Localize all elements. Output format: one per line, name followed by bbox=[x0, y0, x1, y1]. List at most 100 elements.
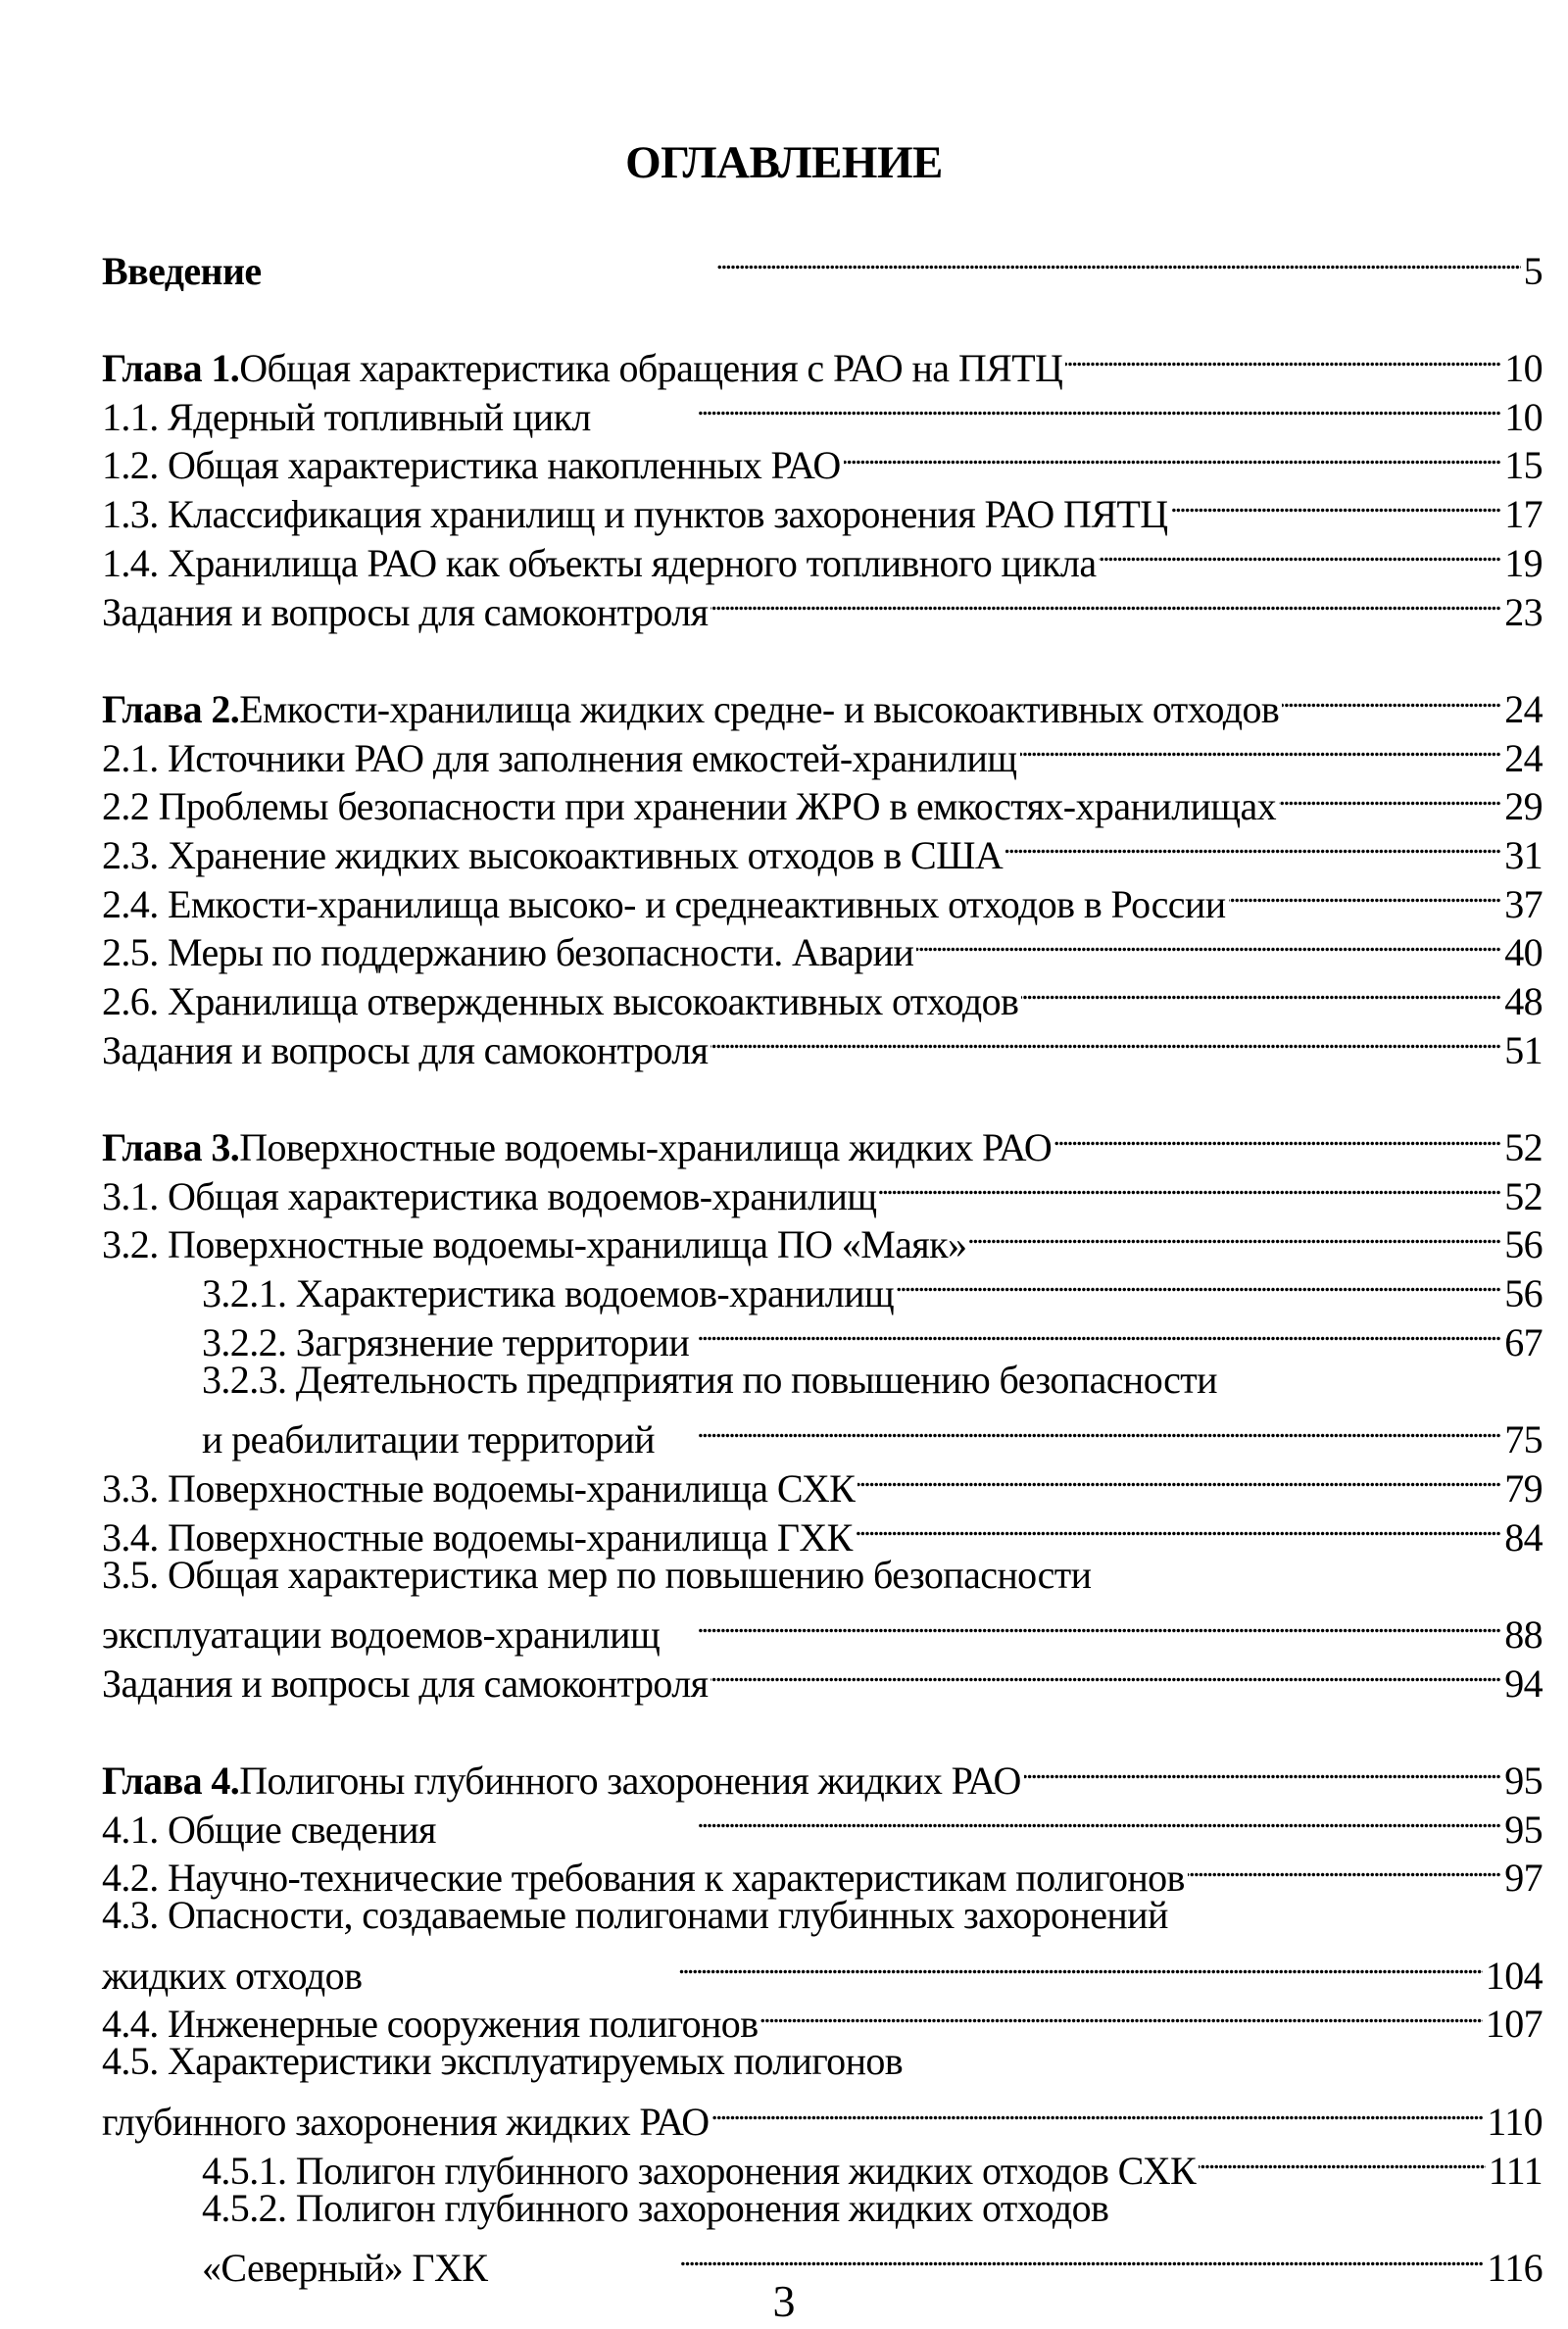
entry-title: 3.1. Общая характеристика водоемов-храни… bbox=[102, 1173, 877, 1218]
entry-page: 5 bbox=[1523, 248, 1544, 293]
entry-title: 2.3. Хранение жидких высокоактивных отхо… bbox=[102, 832, 1004, 877]
dot-leader bbox=[1021, 966, 1501, 1015]
dot-leader bbox=[490, 2232, 1484, 2281]
toc-entry[interactable]: Задания и вопросы для самоконтроля 23 bbox=[102, 576, 1544, 634]
entry-page: 111 bbox=[1488, 2148, 1544, 2193]
entry-label-bold: Глава 4. bbox=[102, 1759, 240, 1803]
entry-page: 79 bbox=[1504, 1465, 1543, 1511]
dot-leader bbox=[365, 1940, 1483, 1989]
dot-leader bbox=[760, 1989, 1482, 2038]
toc-entry[interactable]: Задания и вопросы для самоконтроля 51 bbox=[102, 1015, 1544, 1072]
page-title: ОГЛАВЛЕНИЕ bbox=[625, 137, 943, 188]
entry-page: 24 bbox=[1504, 735, 1543, 780]
dot-leader bbox=[1171, 478, 1502, 527]
dot-leader bbox=[1279, 771, 1501, 820]
toc-entry[interactable]: 3.4. Поверхностные водоемы-хранилища ГХК… bbox=[102, 1502, 1544, 1560]
dot-leader bbox=[916, 917, 1501, 966]
toc-entry[interactable]: 4.5.1. Полигон глубинного захоронения жи… bbox=[102, 2135, 1544, 2193]
entry-page: 23 bbox=[1504, 589, 1543, 634]
entry-page: 52 bbox=[1504, 1125, 1543, 1170]
dot-leader bbox=[1054, 1112, 1501, 1161]
toc-entry[interactable]: 2.6. Хранилища отвержденных высокоактивн… bbox=[102, 966, 1544, 1023]
toc-entry[interactable]: 4.2. Научно-технические требования к хар… bbox=[102, 1843, 1544, 1901]
table-of-contents: Введение 5 Глава 1. Общая характеристика о… bbox=[102, 235, 1544, 2290]
toc-entry[interactable]: «Северный» ГХК 116 bbox=[102, 2232, 1544, 2290]
entry-title: 3.4. Поверхностные водоемы-хранилища ГХК bbox=[102, 1514, 853, 1560]
entry-page: 95 bbox=[1504, 1759, 1543, 1803]
entry-title: эксплуатации водоемов-хранилищ bbox=[102, 1611, 661, 1657]
toc-entry[interactable]: 4.4. Инженерные сооружения полигонов 107 bbox=[102, 1989, 1544, 2047]
toc-entry[interactable]: глубинного захоронения жидких РАО 110 bbox=[102, 2086, 1544, 2144]
dot-leader bbox=[710, 576, 1501, 625]
toc-entry[interactable]: 4.1. Общие сведения 95 bbox=[102, 1794, 1544, 1852]
toc-entry[interactable]: 1.2. Общая характеристика накопленных РА… bbox=[102, 430, 1544, 488]
entry-title: 3.2. Поверхностные водоемы-хранилища ПО … bbox=[102, 1222, 967, 1267]
entry-title: Задания и вопросы для самоконтроля bbox=[102, 589, 709, 634]
toc-entry[interactable]: 2.1. Источники РАО для заполнения емкост… bbox=[102, 722, 1544, 780]
toc-entry[interactable]: 1.3. Классификация хранилищ и пунктов за… bbox=[102, 478, 1544, 536]
toc-entry[interactable]: 4.3. Опасности, создаваемые полигонами г… bbox=[102, 1891, 1543, 1940]
entry-page: 104 bbox=[1485, 1953, 1544, 1998]
toc-entry[interactable]: жидких отходов 104 bbox=[102, 1940, 1544, 1998]
entry-title: 4.5.2. Полигон глубинного захоронения жи… bbox=[202, 2185, 1109, 2230]
dot-leader bbox=[1020, 722, 1502, 771]
toc-entry[interactable]: 1.1. Ядерный топливный цикл 10 bbox=[102, 381, 1544, 439]
entry-page: 10 bbox=[1504, 346, 1543, 391]
entry-page: 95 bbox=[1504, 1807, 1543, 1852]
toc-entry[interactable]: 2.3. Хранение жидких высокоактивных отхо… bbox=[102, 819, 1544, 877]
dot-leader bbox=[879, 1161, 1501, 1210]
entry-title: глубинного захоронения жидких РАО bbox=[102, 2099, 710, 2144]
toc-entry[interactable]: и реабилитации территорий 75 bbox=[102, 1405, 1544, 1462]
dot-leader bbox=[897, 1258, 1501, 1307]
entry-page: 24 bbox=[1504, 686, 1543, 731]
entry-page: 97 bbox=[1504, 1856, 1543, 1901]
toc-entry[interactable]: Задания и вопросы для самоконтроля 94 bbox=[102, 1648, 1544, 1706]
entry-title: «Северный» ГХК bbox=[202, 2245, 488, 2290]
toc-entry[interactable]: Глава 4. Полигоны глубинного захоронения… bbox=[102, 1745, 1544, 1803]
toc-entry[interactable]: 3.2. Поверхностные водоемы-хранилища ПО … bbox=[102, 1210, 1544, 1267]
dot-leader bbox=[1005, 819, 1501, 868]
entry-page: 31 bbox=[1504, 832, 1543, 877]
toc-entry[interactable]: 3.2.3. Деятельность предприятия по повыш… bbox=[102, 1356, 1543, 1405]
dot-leader bbox=[969, 1210, 1501, 1259]
entry-page: 17 bbox=[1504, 492, 1543, 537]
toc-entry[interactable]: Глава 1. Общая характеристика обращения … bbox=[102, 332, 1544, 390]
toc-entry[interactable]: Глава 3. Поверхностные водоемы-хранилища… bbox=[102, 1112, 1544, 1169]
toc-entry[interactable]: 3.5. Общая характеристика мер по повышен… bbox=[102, 1551, 1543, 1600]
spacer bbox=[102, 284, 1543, 333]
entry-title: 4.5. Характеристики эксплуатируемых поли… bbox=[102, 2039, 904, 2084]
entry-title: 1.1. Ядерный топливный цикл bbox=[102, 394, 591, 439]
entry-title: 2.1. Источники РАО для заполнения емкост… bbox=[102, 735, 1017, 780]
dot-leader bbox=[1229, 868, 1502, 917]
toc-entry[interactable]: эксплуатации водоемов-хранилищ 88 bbox=[102, 1599, 1544, 1657]
entry-page: 116 bbox=[1487, 2245, 1543, 2290]
toc-entry[interactable]: 4.5.2. Полигон глубинного захоронения жи… bbox=[102, 2184, 1543, 2233]
entry-title: 2.5. Меры по поддержанию безопасности. А… bbox=[102, 930, 914, 975]
entry-page: 84 bbox=[1504, 1514, 1543, 1560]
dot-leader bbox=[1024, 1745, 1501, 1794]
entry-title: 4.3. Опасности, создаваемые полигонами г… bbox=[102, 1893, 1168, 1938]
entry-page: 94 bbox=[1504, 1660, 1543, 1706]
dot-leader bbox=[856, 1502, 1501, 1551]
toc-entry[interactable]: Глава 2. Емкости-хранилища жидких средне… bbox=[102, 673, 1544, 731]
entry-title: 4.1. Общие сведения bbox=[102, 1807, 436, 1852]
entry-title: жидких отходов bbox=[102, 1953, 363, 1998]
dot-leader bbox=[658, 1405, 1501, 1454]
toc-entry[interactable]: 3.2.2. Загрязнение территории 67 bbox=[102, 1307, 1544, 1364]
entry-title: 3.3. Поверхностные водоемы-хранилища СХК bbox=[102, 1465, 856, 1511]
entry-title: 3.5. Общая характеристика мер по повышен… bbox=[102, 1552, 1092, 1597]
dot-leader bbox=[1099, 527, 1501, 576]
dot-leader bbox=[1199, 2135, 1486, 2184]
entry-title: 1.3. Классификация хранилищ и пунктов за… bbox=[102, 492, 1168, 537]
dot-leader bbox=[710, 1015, 1501, 1064]
entry-title: Задания и вопросы для самоконтроля bbox=[102, 1660, 709, 1706]
entry-title: 4.5.1. Полигон глубинного захоронения жи… bbox=[202, 2148, 1197, 2193]
entry-title: 4.2. Научно-технические требования к хар… bbox=[102, 1856, 1185, 1901]
toc-entry[interactable]: 3.3. Поверхностные водоемы-хранилища СХК… bbox=[102, 1453, 1544, 1511]
toc-entry[interactable]: 2.5. Меры по поддержанию безопасности. А… bbox=[102, 917, 1544, 975]
toc-entry[interactable]: Введение 5 bbox=[102, 235, 1544, 293]
toc-entry[interactable]: 3.1. Общая характеристика водоемов-храни… bbox=[102, 1161, 1544, 1218]
entry-page: 56 bbox=[1504, 1222, 1543, 1267]
toc-entry[interactable]: 4.5. Характеристики эксплуатируемых поли… bbox=[102, 2037, 1543, 2086]
entry-page: 29 bbox=[1504, 784, 1543, 829]
